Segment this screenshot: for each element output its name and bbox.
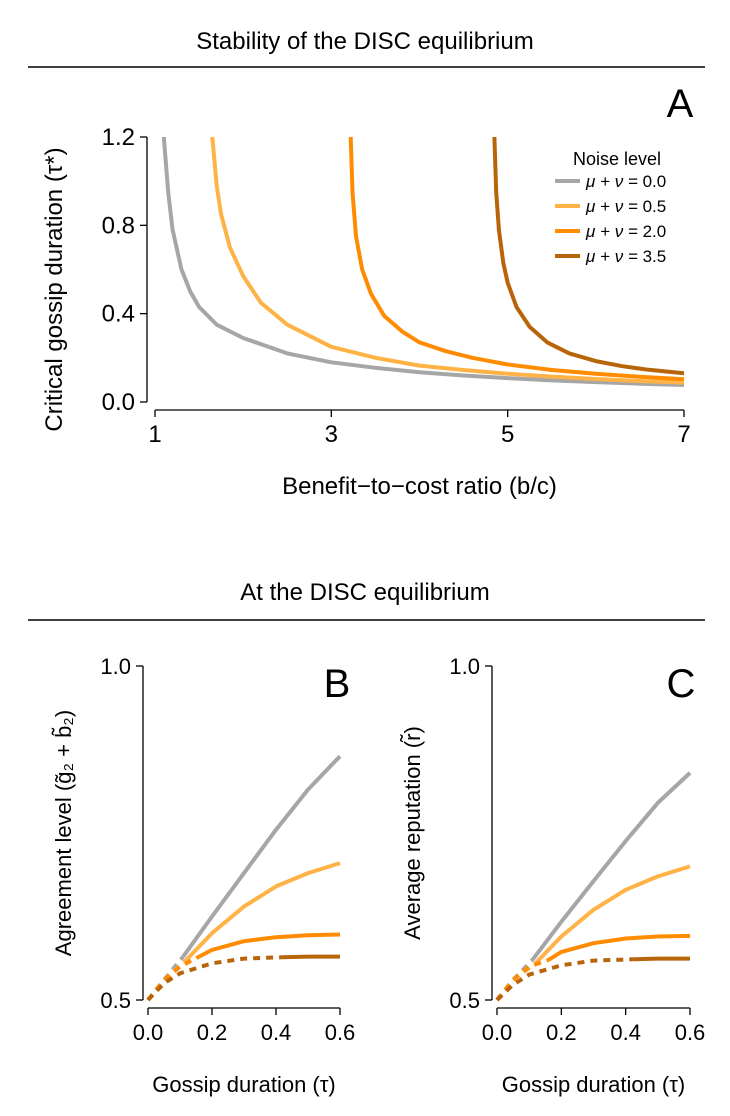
series-line-1	[184, 861, 341, 962]
panel-c-chart: 0.0 0.2 0.4 0.6 0.5 1.0 Gossip duration (τ) Ave…	[400, 654, 705, 1097]
legend-entry-prefix: μ + ν =	[585, 222, 643, 241]
section-bc-header: At the DISC equilibrium	[240, 579, 489, 606]
series-line-unstable-0	[146, 955, 185, 1002]
panel-letter-a: A	[667, 82, 694, 126]
y-tick-label: 0.0	[102, 389, 135, 416]
section-a-header: Stability of the DISC equilibrium	[196, 28, 533, 55]
x-tick-label: 0.6	[325, 1020, 356, 1045]
y-tick-label: 0.4	[102, 301, 135, 328]
legend-title: Noise level	[573, 149, 661, 169]
x-axis-label: Benefit−to−cost ratio (b/c)	[282, 473, 557, 500]
legend-entry-3: μ + ν = 3.5	[585, 247, 666, 266]
series-line-2	[198, 932, 341, 959]
series-line-0	[161, 136, 685, 387]
x-axis-label: Gossip duration (τ)	[152, 1072, 336, 1097]
y-axis-label: Critical gossip duration (τ*)	[41, 147, 68, 431]
panel-letter-b: B	[324, 662, 351, 706]
legend-entry-prefix: μ + ν =	[585, 247, 643, 266]
x-tick-label: 3	[325, 421, 338, 448]
series-line-1	[534, 864, 691, 965]
series-line-unstable-2	[146, 954, 201, 1002]
series-line-3	[632, 956, 690, 962]
legend-entry-value: 2.0	[643, 222, 667, 241]
y-axis-label: Average reputation (r̃)	[400, 726, 425, 940]
panel-a-chart: 1 3 5 7 0.0 0.4 0.8 1.2 Benefit−to−cost ratio (b…	[41, 124, 691, 500]
y-tick-label: 0.5	[449, 988, 480, 1013]
x-tick-label: 7	[677, 421, 690, 448]
x-tick-label: 0.0	[133, 1020, 164, 1045]
y-tick-label: 1.0	[449, 654, 480, 679]
legend-entry-value: 3.5	[643, 247, 667, 266]
series-line-unstable-3	[495, 957, 633, 1002]
y-tick-label: 0.5	[100, 988, 131, 1013]
x-tick-label: 0.4	[261, 1020, 292, 1045]
legend-entry-2: μ + ν = 2.0	[585, 222, 666, 241]
series-line-unstable-2	[495, 958, 550, 1002]
x-tick-label: 5	[501, 421, 514, 448]
x-tick-label: 0.6	[675, 1020, 706, 1045]
series-line-unstable-3	[146, 955, 283, 1002]
y-tick-label: 0.8	[102, 212, 135, 239]
legend-entry-1: μ + ν = 0.5	[585, 197, 666, 216]
series-line-1	[210, 136, 685, 385]
series-line-unstable-0	[495, 958, 534, 1002]
y-tick-label: 1.2	[102, 124, 135, 151]
x-tick-label: 0.2	[197, 1020, 228, 1045]
x-tick-label: 0.0	[482, 1020, 513, 1045]
y-axis-label: Agreement level (g̃₂ + b̃₂)	[51, 710, 76, 956]
series-line-2	[547, 933, 691, 962]
y-tick-label: 1.0	[100, 654, 131, 679]
series-line-3	[282, 954, 340, 960]
legend-entry-value: 0.0	[643, 172, 667, 191]
x-tick-label: 0.2	[546, 1020, 577, 1045]
x-axis-label: Gossip duration (τ)	[502, 1072, 686, 1097]
series-line-2	[348, 136, 685, 382]
legend-entry-prefix: μ + ν =	[585, 172, 643, 191]
series-line-3	[492, 136, 685, 376]
series-line-0	[181, 754, 342, 958]
legend-entry-prefix: μ + ν =	[585, 197, 643, 216]
legend: Noise level μ + ν = 0.0μ + ν = 0.5μ + ν …	[555, 149, 666, 266]
panel-letter-c: C	[667, 662, 696, 706]
x-tick-label: 0.4	[610, 1020, 641, 1045]
legend-entry-0: μ + ν = 0.0	[585, 172, 666, 191]
legend-entry-value: 0.5	[643, 197, 667, 216]
panel-b-chart: 0.0 0.2 0.4 0.6 0.5 1.0 Gossip duration (τ) Agr…	[51, 654, 355, 1097]
series-line-0	[530, 771, 692, 962]
x-tick-label: 1	[148, 421, 161, 448]
